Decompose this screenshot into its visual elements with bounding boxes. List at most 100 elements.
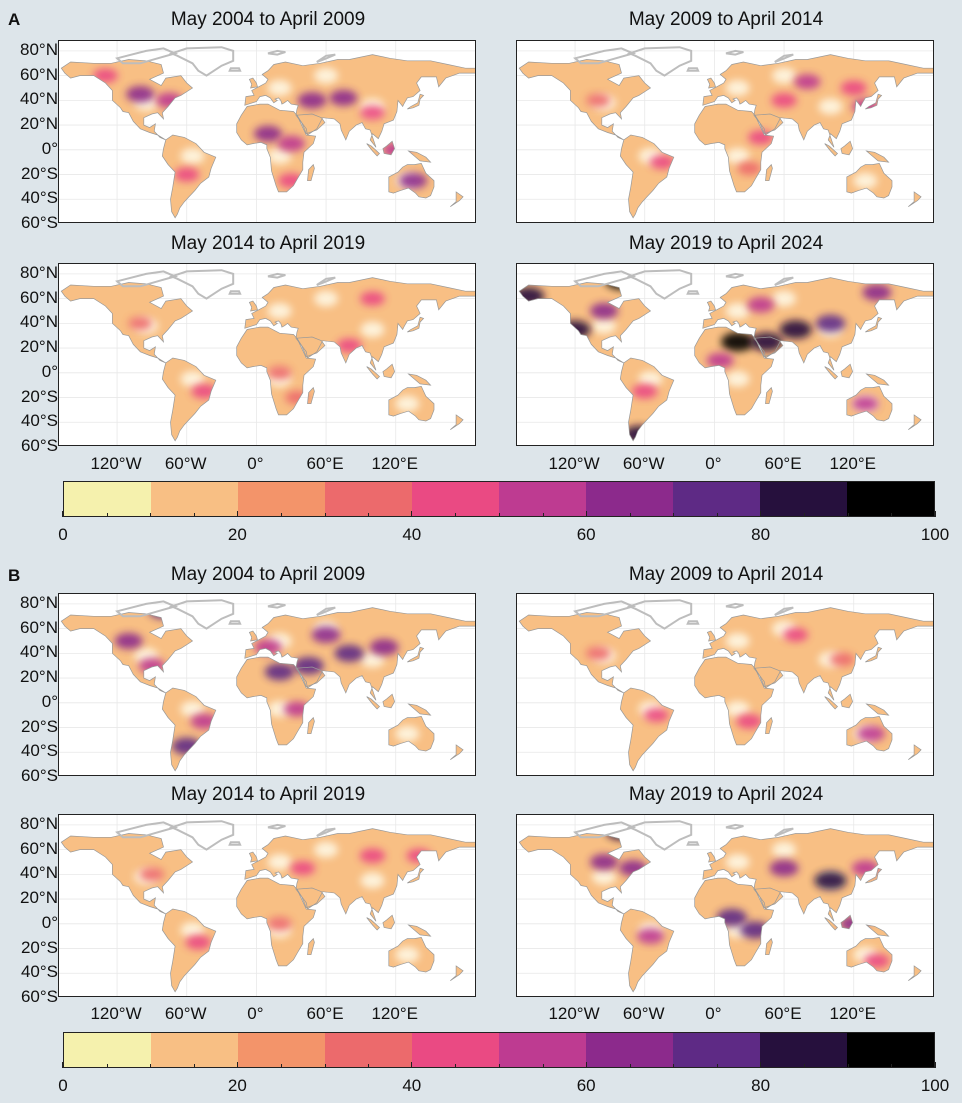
coastline (296, 113, 326, 135)
land-borneo (840, 364, 853, 378)
lon-tick-label: 60°E (306, 1004, 344, 1023)
low-value-patch (314, 67, 339, 84)
ice-outline-greenland (168, 599, 235, 630)
ice-outline-arctic-islands (572, 270, 637, 288)
hotspot (267, 916, 292, 931)
coastline (694, 103, 775, 193)
ice-outline-iceland (228, 67, 242, 72)
coastline (846, 937, 893, 973)
low-value-patch (725, 79, 750, 96)
colorbar-segment (847, 1033, 934, 1067)
coastline (244, 828, 475, 922)
map-svg (59, 815, 475, 996)
hotspot (334, 644, 365, 662)
land-sumatra (824, 143, 838, 156)
lon-axis: 120°W 60°W 0° 60°E 120°E (0, 1004, 962, 1026)
lat-tick-label: 60°N (20, 287, 58, 307)
map-title: May 2009 to April 2014 (628, 564, 824, 585)
low-value-patch (818, 98, 843, 115)
coastline (407, 373, 432, 386)
coastline (824, 917, 839, 931)
land-africa (694, 327, 774, 415)
land-new-guinea (866, 151, 889, 163)
colorbar-minor-tick (717, 513, 718, 517)
colorbar-minor-tick (324, 513, 326, 517)
hotspot (283, 701, 311, 717)
hotspot (399, 172, 428, 189)
lat-axis: 80°N 60°N 40°N 20°N 0° 20°S 40°S 60°S (0, 813, 58, 1006)
coastline (694, 877, 775, 967)
colorbar-segment (325, 1033, 412, 1067)
colorbar-minor-tick (368, 513, 370, 517)
coastline (161, 134, 217, 219)
lat-axis: 80°N 60°N 40°N 20°N 0° 20°S 40°S 60°S (0, 40, 58, 232)
hotspot (586, 646, 611, 661)
coastline (388, 716, 435, 752)
low-value-patch (725, 700, 750, 717)
land-africa (236, 657, 316, 745)
colorbar-minor-tick (804, 513, 806, 517)
land-new-guinea (408, 374, 431, 386)
low-value-patch (395, 946, 420, 963)
coastline (450, 414, 464, 430)
hotspot (359, 848, 386, 864)
coastline (450, 744, 464, 760)
lon-tick-label: 0° (247, 1004, 264, 1023)
lat-tick-label: 80°N (20, 813, 58, 833)
ice-outline-iceland (686, 620, 700, 625)
land-japan (865, 94, 882, 109)
hotspot (138, 658, 166, 674)
panel-a-letter: A (8, 10, 21, 29)
land-new-zealand (908, 414, 922, 430)
low-value-patch (638, 370, 663, 387)
map-svg (59, 594, 475, 775)
hotspot (747, 297, 775, 313)
coastline (865, 646, 883, 663)
land-sumatra (366, 143, 380, 156)
land-new-guinea (866, 925, 889, 937)
lon-tick-label: 60°W (622, 1004, 665, 1023)
ice-outline-novaya (774, 53, 794, 63)
low-value-patch (853, 172, 878, 189)
low-value-patch (180, 700, 205, 717)
coastline (754, 113, 784, 135)
land-madagascar (307, 164, 315, 181)
lat-tick-label: 20°N (20, 888, 58, 908)
low-value-patch (180, 921, 205, 938)
lon-tick-label: 60°W (164, 454, 207, 473)
hotspot (862, 284, 892, 301)
hotspot (852, 396, 879, 412)
coastline (518, 833, 652, 915)
coastline (694, 326, 775, 416)
hotspot (636, 928, 665, 944)
lat-tick-label: 40°N (20, 863, 58, 883)
coastline (407, 924, 432, 937)
land-south-america (620, 909, 674, 992)
map-title: May 2019 to April 2024 (628, 784, 824, 805)
colorbar-tick-label: 40 (402, 1076, 422, 1095)
colorbar-tick-mark (934, 1062, 936, 1068)
land-new-guinea (408, 925, 431, 937)
coastline (248, 630, 258, 642)
lat-axis: 80°N 60°N 40°N 20°N 0° 20°S 40°S 60°S (0, 593, 58, 785)
colorbar-tick-mark (760, 511, 762, 517)
map-b-2004-2009 (58, 593, 476, 776)
low-value-patch (360, 872, 385, 889)
land-sumatra (366, 917, 380, 930)
coastline (388, 386, 435, 422)
colorbar-tick-mark (62, 511, 64, 517)
ice-outline-arctic-islands (572, 47, 637, 65)
coastline (407, 867, 425, 884)
coastline (706, 630, 716, 642)
land-south-america (620, 688, 674, 771)
land-madagascar (765, 938, 773, 955)
coastline (244, 607, 475, 701)
low-value-patch (314, 841, 339, 858)
coastline (60, 282, 194, 364)
land-north-america (61, 59, 193, 140)
map-svg (517, 41, 933, 222)
ice-outline-svalbard (267, 602, 286, 609)
low-value-patch (267, 853, 292, 870)
hotspot (706, 352, 734, 369)
coastline (908, 965, 922, 981)
